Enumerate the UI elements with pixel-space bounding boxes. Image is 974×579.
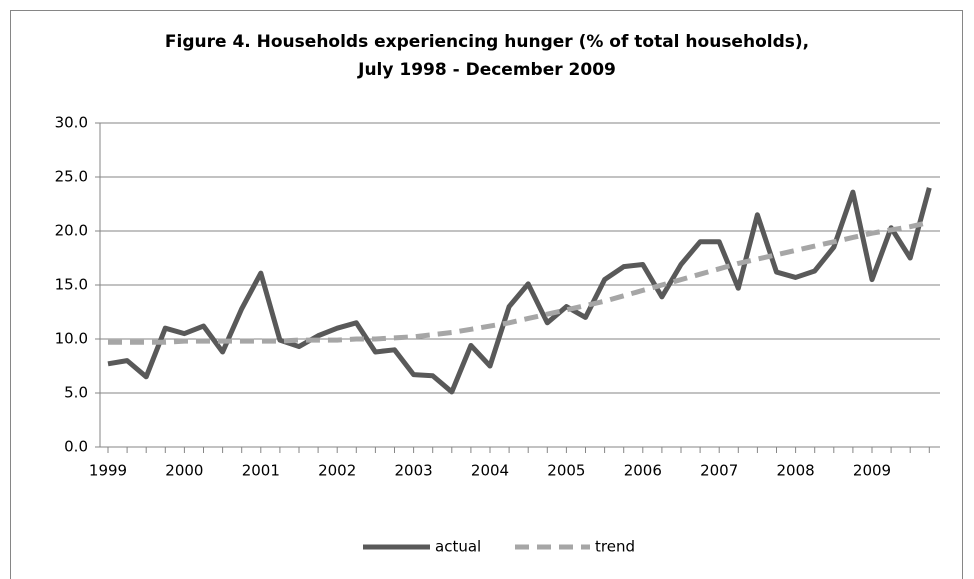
series-line [108,219,930,345]
legend-label: actual [435,538,481,556]
y-tick-label: 25.0 [55,168,88,186]
y-tick-label: 20.0 [55,222,88,240]
chart-frame [10,10,963,579]
legend-label: trend [595,538,635,556]
chart-title: Figure 4. Households experiencing hunger… [165,32,809,52]
x-tick-label: 2001 [242,462,280,480]
x-tick-label: 2003 [395,462,433,480]
y-tick-label: 30.0 [55,114,88,132]
x-tick-label: 2008 [777,462,815,480]
x-tick-label: 2000 [165,462,203,480]
chart-subtitle: July 1998 - December 2009 [357,60,616,80]
x-tick-label: 2002 [318,462,356,480]
legend: actual trend [435,538,635,556]
x-tick-label: 2007 [700,462,738,480]
y-tick-label: 10.0 [55,330,88,348]
series-line [107,187,932,395]
y-tick-label: 5.0 [64,384,88,402]
x-tick-label: 2004 [471,462,509,480]
x-tick-label: 2006 [624,462,662,480]
x-tick-label: 2005 [547,462,585,480]
y-tick-label: 15.0 [55,276,88,294]
x-tick-label: 1999 [89,462,127,480]
x-tick-label: 2009 [853,462,891,480]
y-tick-label: 0.0 [64,438,88,456]
